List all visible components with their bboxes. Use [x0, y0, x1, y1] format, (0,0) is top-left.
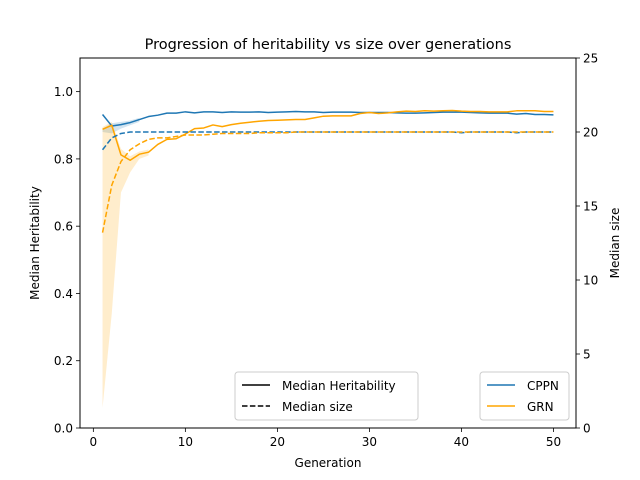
- y-tick-label: 0.6: [54, 220, 73, 234]
- legend-label-median-heritability: Median Heritability: [282, 379, 396, 393]
- x-axis: 0 10 20 30 40 50: [90, 428, 561, 449]
- y-tick-label: 0.8: [54, 152, 73, 166]
- band-grn-median-heritability: [102, 121, 149, 408]
- y2-tick-label: 10: [583, 274, 598, 288]
- y-tick-label: 1.0: [54, 85, 73, 99]
- y-tick-label: 0.4: [54, 287, 73, 301]
- x-axis-label: Generation: [295, 456, 362, 470]
- y-axis-label-right: Median size: [608, 208, 622, 279]
- x-tick-label: 40: [454, 435, 469, 449]
- x-tick-label: 50: [546, 435, 561, 449]
- color-legend: CPPN GRN: [479, 371, 570, 421]
- style-legend-box: [234, 371, 419, 421]
- y-axis-right: 0 5 10 15 20 25: [576, 52, 598, 436]
- line-cppn-median-heritability: [101, 110, 554, 127]
- series-lines: [101, 109, 554, 233]
- y2-tick-label: 15: [583, 200, 598, 214]
- line-grn-median-size: [101, 131, 554, 233]
- y2-tick-label: 20: [583, 126, 598, 140]
- x-tick-label: 30: [362, 435, 377, 449]
- chart-title: Progression of heritability vs size over…: [145, 37, 512, 53]
- x-tick-label: 10: [178, 435, 193, 449]
- band-cppn-median-heritability: [102, 117, 140, 134]
- legend-label-cppn: CPPN: [527, 379, 559, 393]
- y2-tick-label: 5: [583, 348, 591, 362]
- x-tick-label: 20: [270, 435, 285, 449]
- y-axis-label-left: Median Heritability: [28, 186, 42, 300]
- y-tick-label: 0.0: [54, 422, 73, 436]
- plot-frame: [79, 57, 577, 429]
- y-tick-label: 0.2: [54, 354, 73, 368]
- style-legend: Median Heritability Median size: [234, 371, 419, 421]
- y2-tick-label: 25: [583, 52, 598, 66]
- y2-tick-label: 0: [583, 422, 591, 436]
- legend-label-grn: GRN: [527, 400, 554, 414]
- x-tick-label: 0: [90, 435, 98, 449]
- confidence-bands: [102, 117, 149, 408]
- line-grn-median-heritability: [102, 109, 554, 161]
- y-axis-left: 0.0 0.2 0.4 0.6 0.8 1.0: [54, 85, 80, 436]
- legend-label-median-size: Median size: [282, 400, 353, 414]
- color-legend-box: [479, 371, 570, 421]
